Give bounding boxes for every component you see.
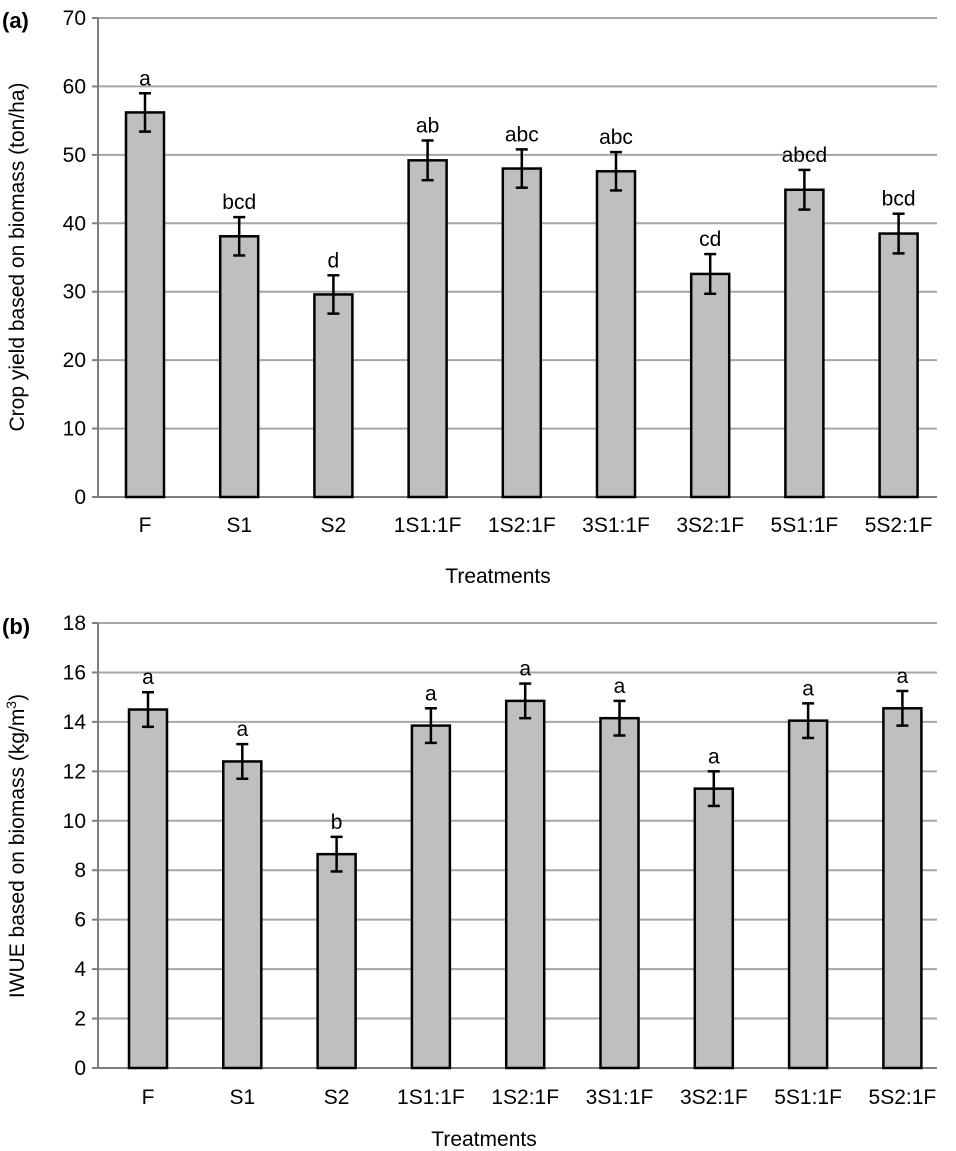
- significance-label: cd: [699, 228, 721, 251]
- y-tick-label: 10: [63, 810, 86, 833]
- x-tick-label: 3S2:1F: [676, 514, 744, 537]
- bar: [689, 272, 731, 499]
- bar: [501, 167, 543, 499]
- error-bars-b: [142, 682, 909, 873]
- y-tick-label: 10: [63, 418, 86, 441]
- chart-panel-b: (b) 0 2 4 6 8 10 12 14 16 18 a a b a a a a a a F S1 S2 1S1:1…: [2, 612, 937, 1151]
- x-tick-label: S2: [321, 514, 347, 537]
- bar: [124, 111, 166, 499]
- significance-labels-b: a a b a a a a a a: [142, 658, 908, 834]
- y-axis-label-a: Crop yield based on biomass (ton/ha): [6, 82, 29, 431]
- bar: [313, 293, 354, 499]
- y-tick-label: 60: [63, 75, 86, 98]
- x-tick-label: 1S1:1F: [397, 1086, 465, 1109]
- significance-label: a: [139, 67, 151, 90]
- y-axis-label-b-close: ): [6, 694, 29, 701]
- significance-label: abcd: [782, 144, 828, 167]
- x-tick-label: S1: [226, 514, 252, 537]
- y-tick-label: 70: [63, 7, 86, 30]
- y-tick-label: 8: [74, 859, 86, 882]
- significance-label: a: [142, 666, 154, 689]
- y-tick-label: 0: [74, 486, 86, 509]
- significance-label: a: [236, 718, 248, 741]
- y-axis-label-b-superscript: 3: [3, 701, 19, 709]
- bar: [218, 235, 260, 499]
- x-axis-label-b: Treatments: [431, 1128, 536, 1151]
- bar: [407, 159, 448, 499]
- bar: [410, 724, 452, 1070]
- significance-label: a: [897, 665, 909, 688]
- y-tick-labels-b: 0 2 4 6 8 10 12 14 16 18: [63, 612, 87, 1080]
- significance-label: b: [331, 811, 343, 834]
- bar: [599, 716, 640, 1070]
- bar: [882, 707, 923, 1070]
- x-tick-labels-a: F S1 S2 1S1:1F 1S2:1F 3S1:1F 3S2:1F 5S1:1F 5S2:1…: [139, 514, 933, 537]
- significance-label: a: [425, 682, 437, 705]
- y-tick-label: 20: [63, 349, 86, 372]
- y-tick-label: 18: [63, 612, 86, 635]
- significance-label: bcd: [222, 191, 256, 214]
- x-tick-label: 5S2:1F: [865, 514, 933, 537]
- y-tick-label: 40: [63, 212, 86, 235]
- significance-label: ab: [416, 114, 439, 137]
- x-tick-label: S1: [229, 1086, 255, 1109]
- y-tick-label: 12: [63, 760, 86, 783]
- x-tick-label: S2: [324, 1086, 350, 1109]
- bar: [316, 852, 357, 1070]
- bars-a: [124, 111, 919, 499]
- significance-label: bcd: [882, 188, 916, 211]
- significance-label: abc: [599, 126, 633, 149]
- bars-b: [127, 699, 923, 1070]
- significance-label: d: [328, 249, 340, 272]
- y-axis-label-b: IWUE based on biomass (kg/m3): [3, 694, 29, 998]
- bar: [784, 188, 825, 499]
- x-tick-label: 5S2:1F: [869, 1086, 937, 1109]
- significance-label: a: [519, 658, 531, 681]
- y-axis-label-b-main: IWUE based on biomass (kg/m: [6, 709, 29, 998]
- y-tick-label: 16: [63, 661, 86, 684]
- bar: [127, 708, 169, 1070]
- x-tick-label: 5S1:1F: [774, 1086, 842, 1109]
- bar: [222, 760, 263, 1070]
- y-tick-label: 0: [74, 1057, 86, 1080]
- bar: [878, 232, 919, 499]
- y-tick-label: 4: [74, 958, 86, 981]
- x-tick-label: 1S2:1F: [491, 1086, 559, 1109]
- bar: [787, 719, 829, 1070]
- significance-label: a: [708, 745, 720, 768]
- x-tick-label: 1S1:1F: [394, 514, 462, 537]
- panel-label-b: (b): [2, 614, 30, 639]
- bar: [693, 787, 735, 1070]
- x-tick-label: F: [142, 1086, 155, 1109]
- y-tick-label: 30: [63, 281, 86, 304]
- significance-label: a: [802, 677, 814, 700]
- significance-label: abc: [505, 123, 539, 146]
- x-tick-label: F: [139, 514, 152, 537]
- x-tick-labels-b: F S1 S2 1S1:1F 1S2:1F 3S1:1F 3S2:1F 5S1:1F 5S2:1…: [142, 1086, 937, 1109]
- significance-label: a: [614, 675, 626, 698]
- y-tick-label: 2: [74, 1008, 86, 1031]
- bar: [504, 699, 546, 1070]
- panel-label-a: (a): [2, 8, 29, 33]
- y-tick-label: 50: [63, 144, 86, 167]
- bar: [595, 170, 637, 499]
- x-tick-label: 5S1:1F: [771, 514, 839, 537]
- x-tick-label: 3S1:1F: [586, 1086, 654, 1109]
- y-tick-label: 14: [63, 711, 87, 734]
- y-tick-label: 6: [74, 909, 86, 932]
- y-tick-labels-a: 0 10 20 30 40 50 60 70: [63, 7, 86, 509]
- x-axis-label-a: Treatments: [445, 565, 550, 588]
- x-tick-label: 3S1:1F: [582, 514, 650, 537]
- x-tick-label: 3S2:1F: [680, 1086, 748, 1109]
- error-bars-a: [139, 92, 905, 315]
- x-tick-label: 1S2:1F: [488, 514, 556, 537]
